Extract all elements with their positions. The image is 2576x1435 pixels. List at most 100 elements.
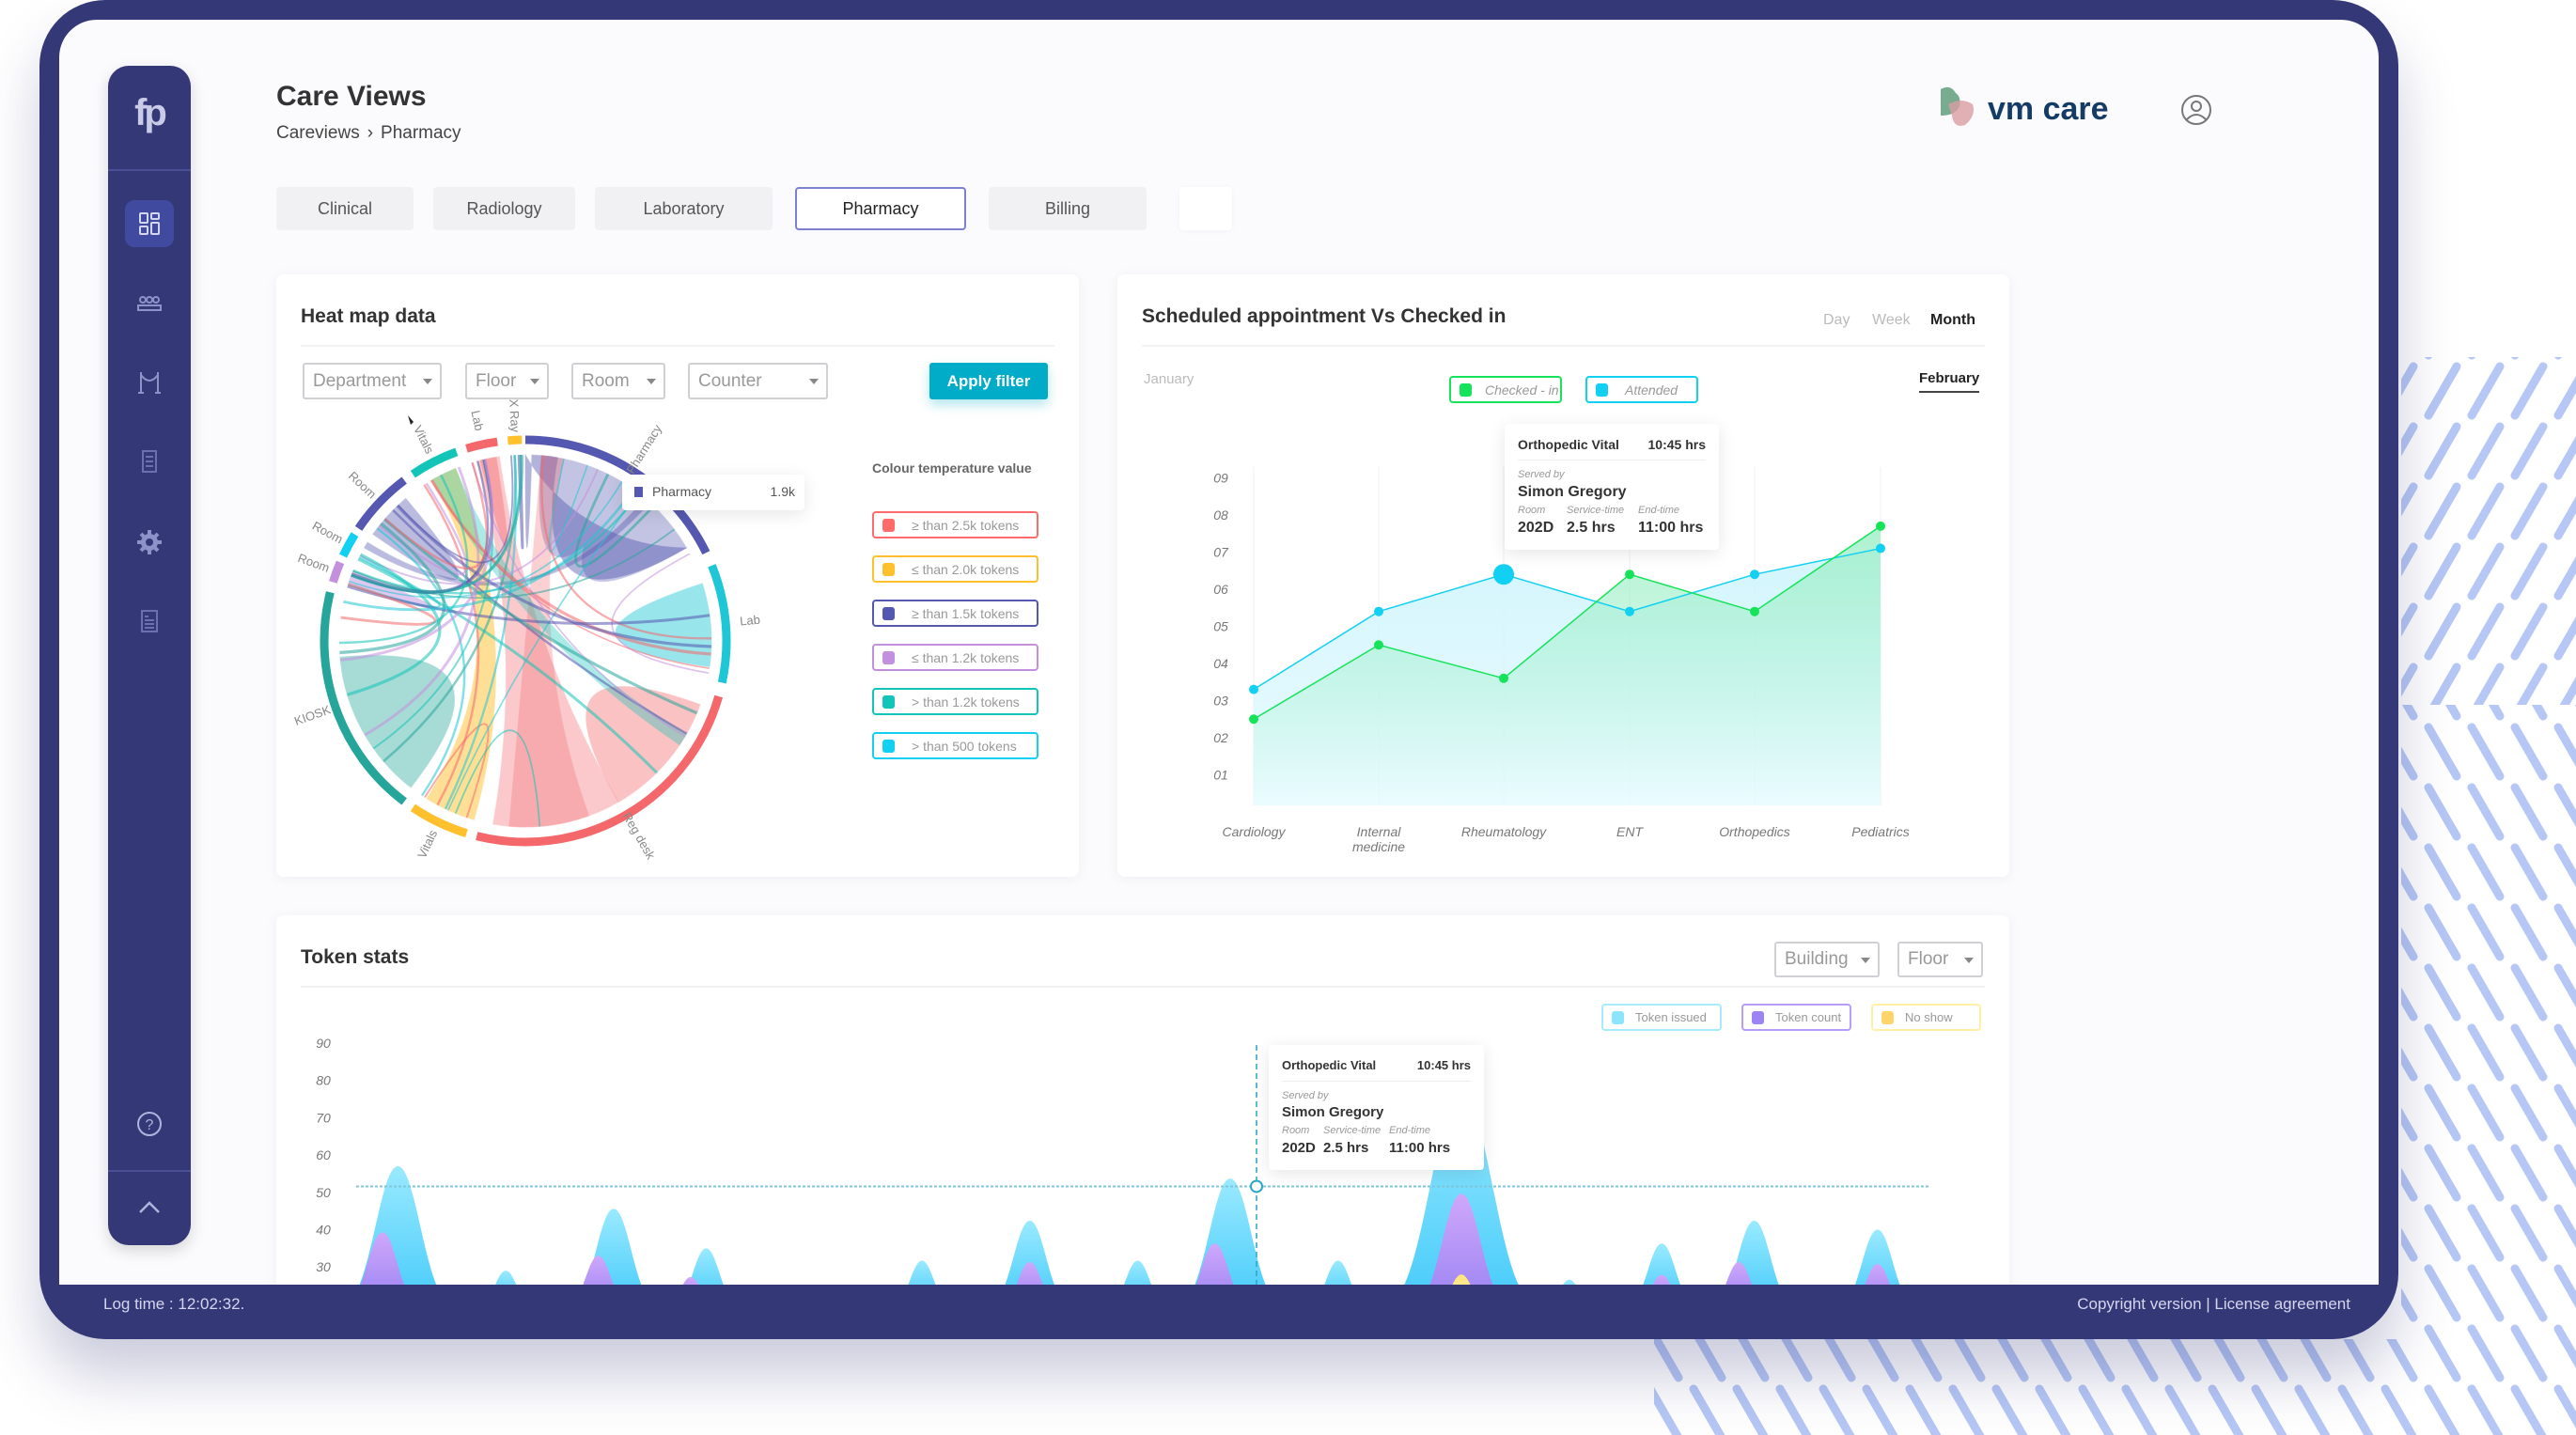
tooltip-title: Orthopedic Vital <box>1282 1058 1377 1072</box>
tab-more[interactable] <box>1179 187 1232 230</box>
sidebar-item-dashboard[interactable] <box>125 200 174 247</box>
checked-in-point <box>1625 569 1634 580</box>
gear-icon[interactable] <box>135 528 164 556</box>
legend-token-count[interactable]: Token count <box>1741 1004 1851 1031</box>
y-tick-label: 70 <box>316 1110 331 1125</box>
group-icon[interactable] <box>135 289 164 318</box>
legend-token-issued[interactable]: Token issued <box>1601 1004 1722 1031</box>
queue-barrier-icon[interactable] <box>135 368 164 397</box>
period-day[interactable]: Day <box>1823 312 1850 328</box>
chord-segment-arc <box>410 803 468 837</box>
chord-link <box>444 455 518 810</box>
breadcrumb-careviews[interactable]: Careviews <box>276 123 360 143</box>
chord-link <box>339 522 446 655</box>
y-tick-label: 07 <box>1213 545 1229 560</box>
chord-segment-label: Pharmacy <box>623 422 664 476</box>
report-icon[interactable] <box>135 447 164 476</box>
attended-point <box>1750 569 1759 580</box>
chord-link <box>349 481 623 599</box>
dropdown-label: Floor <box>476 370 517 391</box>
building-dropdown[interactable]: Building <box>1774 942 1880 977</box>
caret-down-icon <box>809 379 819 384</box>
chord-link <box>454 729 541 827</box>
tab-laboratory[interactable]: Laboratory <box>595 187 773 230</box>
document-icon[interactable] <box>135 607 164 635</box>
legend-checked-in[interactable]: Checked - in <box>1449 376 1562 403</box>
legend-label: Token count <box>1775 1010 1842 1024</box>
chord-ribbon <box>585 686 701 803</box>
dropdown-label: Department <box>313 370 407 391</box>
chord-segment-arc <box>410 447 459 478</box>
legend-swatch <box>1460 382 1472 397</box>
x-tick-label: ENT <box>1616 824 1644 839</box>
checked-in-point <box>1750 606 1759 616</box>
y-tick-label: 90 <box>316 1036 331 1051</box>
chord-link <box>611 553 710 675</box>
department-dropdown[interactable]: Department <box>303 363 442 399</box>
chord-link <box>548 459 588 553</box>
legend-label: ≥ than 2.5k tokens <box>912 517 1020 533</box>
period-week[interactable]: Week <box>1872 312 1911 328</box>
token-chart: 90 80 70 60 50 40 30 <box>316 1036 1928 1285</box>
tab-radiology[interactable]: Radiology <box>433 187 575 230</box>
room-dropdown[interactable]: Room <box>571 363 665 399</box>
legend-item[interactable]: > than 500 tokens <box>872 732 1038 759</box>
token-peak <box>688 1248 724 1285</box>
chord-segment-arc <box>524 435 710 555</box>
chord-link <box>357 557 658 774</box>
chord-link <box>447 492 640 811</box>
apply-filter-button[interactable]: Apply filter <box>929 363 1048 399</box>
divider <box>108 169 191 171</box>
footer-links[interactable]: Copyright version | License agreement <box>2077 1295 2350 1313</box>
caret-down-icon <box>647 379 656 384</box>
token-peak <box>1729 1220 1779 1285</box>
tab-pharmacy[interactable]: Pharmacy <box>795 187 966 230</box>
floor-dropdown[interactable]: Floor <box>465 363 549 399</box>
divider <box>1282 1081 1471 1082</box>
token-peak <box>1652 1274 1671 1285</box>
help-icon[interactable]: ? <box>135 1110 164 1138</box>
cursor-icon <box>408 415 414 425</box>
dashboard-icon[interactable] <box>135 210 164 238</box>
tooltip-title: Orthopedic Vital <box>1518 437 1619 452</box>
x-tick-label: medicine <box>1352 839 1405 854</box>
legend-swatch <box>1881 1010 1894 1024</box>
legend-label: Attended <box>1625 382 1678 398</box>
breadcrumb: Careviews › Pharmacy <box>276 123 469 144</box>
legend-item[interactable]: > than 1.2k tokens <box>872 688 1038 715</box>
tab-billing[interactable]: Billing <box>989 187 1147 230</box>
legend-item[interactable]: ≤ than 2.0k tokens <box>872 555 1038 583</box>
legend-label: ≤ than 2.0k tokens <box>912 561 1020 577</box>
counter-dropdown[interactable]: Counter <box>688 363 828 399</box>
attended-line <box>1253 547 1881 691</box>
tooltip-time: 10:45 hrs <box>1647 437 1706 452</box>
legend-attended[interactable]: Attended <box>1585 376 1698 403</box>
svg-text:?: ? <box>146 1117 154 1133</box>
legend-item[interactable]: ≥ than 2.5k tokens <box>872 511 1038 538</box>
chord-ribbon <box>508 455 590 828</box>
current-month[interactable]: February <box>1919 370 1980 393</box>
tooltip-value: 1.9k <box>770 484 795 499</box>
floor-dropdown[interactable]: Floor <box>1897 942 1983 977</box>
period-month[interactable]: Month <box>1930 312 1975 328</box>
sidebar: fp ? <box>108 66 191 1245</box>
service-label: Service-time <box>1567 505 1625 516</box>
user-profile-icon[interactable] <box>2180 94 2212 126</box>
checked-in-point <box>1499 673 1508 683</box>
app-screen: fp ? Care Views Careviews › Pharmacy Clini… <box>59 20 2379 1285</box>
legend-no-show[interactable]: No show <box>1871 1004 1981 1031</box>
prev-month[interactable]: January <box>1144 371 1194 387</box>
scheduled-chart: 01 02 03 04 05 06 07 08 09 Cardiology Internalmedi… <box>1213 467 1910 854</box>
tab-clinical[interactable]: Clinical <box>276 187 414 230</box>
end-label: End-time <box>1638 505 1680 516</box>
served-by: Simon Gregory <box>1518 484 1627 500</box>
divider <box>301 986 1985 988</box>
legend-item[interactable]: ≤ than 1.2k tokens <box>872 644 1038 671</box>
brand-logo: fp <box>134 92 167 133</box>
legend-item[interactable]: ≥ than 1.5k tokens <box>872 600 1038 627</box>
y-tick-label: 50 <box>316 1185 331 1200</box>
legend-swatch <box>882 739 895 753</box>
chevron-up-icon[interactable] <box>135 1193 164 1222</box>
y-tick-label: 08 <box>1213 507 1228 523</box>
